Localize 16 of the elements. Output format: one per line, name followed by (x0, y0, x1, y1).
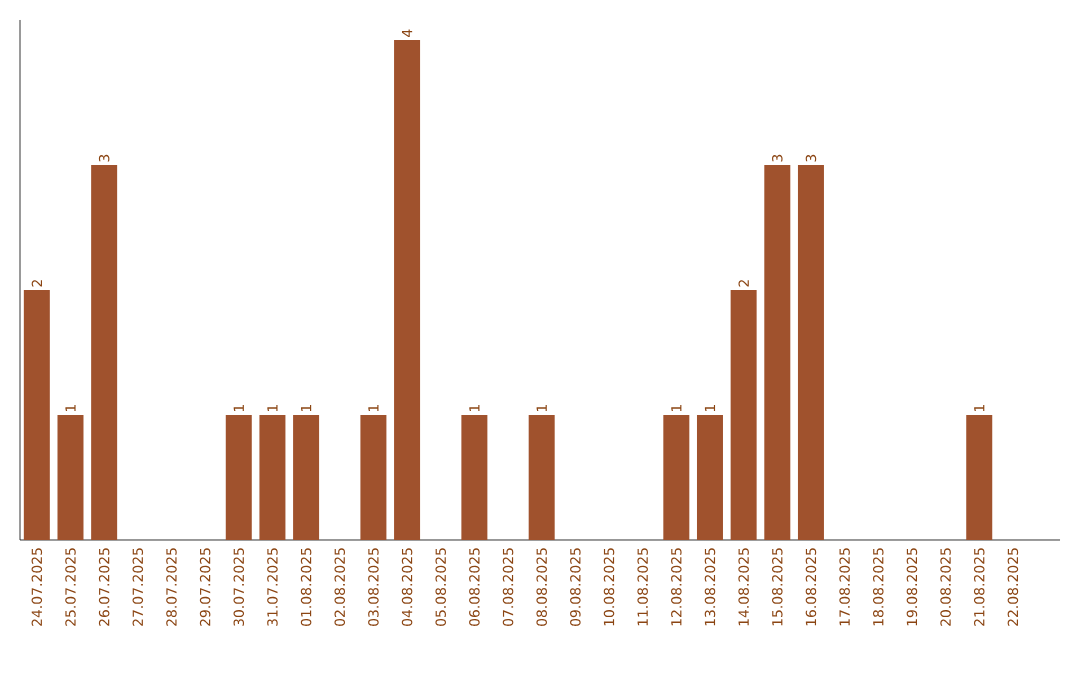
bar (528, 414, 555, 540)
bar (293, 414, 320, 540)
bar (730, 289, 757, 540)
bar (797, 164, 824, 540)
bar (23, 289, 50, 540)
bar (360, 414, 387, 540)
bar (966, 414, 993, 540)
bar (764, 164, 791, 540)
bar (394, 39, 421, 540)
bar (225, 414, 252, 540)
bar (57, 414, 84, 540)
bar (696, 414, 723, 540)
bar (663, 414, 690, 540)
bar (461, 414, 488, 540)
bar (259, 414, 286, 540)
bar (91, 164, 118, 540)
